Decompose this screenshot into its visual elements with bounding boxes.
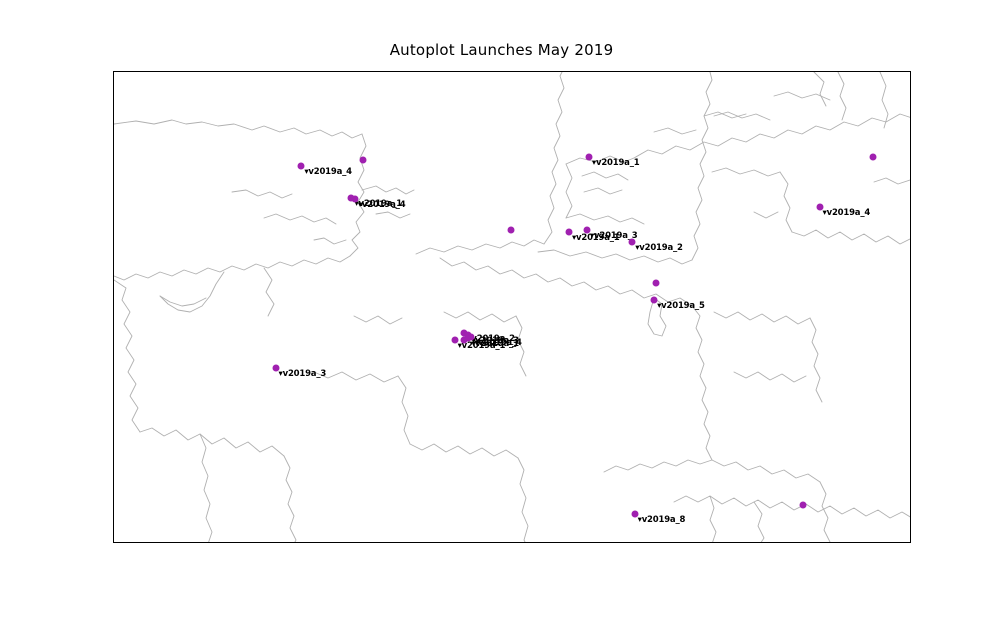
y-tick-52 — [113, 172, 114, 173]
scatter-point[interactable] — [565, 228, 573, 236]
plot-axes: 54 52 50 48 46 -4 -2 0 2 4 6 8 10 — [113, 71, 911, 543]
y-tick-48 — [113, 372, 114, 373]
x-tick-m4 — [163, 542, 164, 543]
y-tick-minor-51 — [113, 222, 114, 223]
y-tick-minor-47 — [113, 422, 114, 423]
x-tick-4 — [551, 542, 552, 543]
x-tick-m2 — [260, 542, 261, 543]
scatter-point[interactable] — [460, 329, 468, 337]
x-tick-minor-7 — [696, 542, 697, 543]
scatter-point-label: ▾v2019a_4 — [474, 337, 522, 348]
scatter-point[interactable] — [464, 334, 472, 342]
chart-title: Autoplot Launches May 2019 — [389, 41, 614, 59]
scatter-point-label: ▾v2019a_1 — [591, 158, 640, 169]
scatter-point[interactable] — [297, 162, 305, 170]
scatter-point-label: ▾v2019a_4 — [357, 200, 406, 211]
scatter-point-label: ▾v2019a_4 — [822, 207, 871, 218]
scatter-point[interactable] — [460, 336, 468, 344]
scatter-point[interactable] — [816, 203, 824, 211]
scatter-point-label: ▾v2019a_3 — [471, 335, 519, 346]
scatter-point-label: ▾v2019a_5 — [657, 301, 705, 312]
scatter-point[interactable] — [507, 226, 515, 234]
scatter-point-label: ▾v2019a_2 — [467, 334, 515, 345]
scatter-point[interactable] — [799, 501, 807, 509]
scatter-point-label: ▾v2019a_1 — [457, 341, 506, 352]
x-tick-6 — [648, 542, 649, 543]
scatter-point[interactable] — [628, 238, 636, 246]
x-tick-0 — [357, 542, 358, 543]
y-tick-54 — [113, 72, 114, 73]
y-tick-46 — [113, 472, 114, 473]
x-tick-minor-3 — [502, 542, 503, 543]
x-tick-minor-1 — [405, 542, 406, 543]
x-tick-minor-m3 — [211, 542, 212, 543]
scatter-point[interactable] — [583, 226, 591, 234]
x-tick-minor-m5 — [114, 542, 115, 543]
scatter-point[interactable] — [451, 336, 459, 344]
basemap-coastlines — [114, 72, 910, 542]
x-tick-2 — [454, 542, 455, 543]
y-tick-minor-49 — [113, 322, 114, 323]
x-tick-8 — [745, 542, 746, 543]
x-tick-minor-11 — [891, 542, 892, 543]
scatter-point[interactable] — [652, 279, 660, 287]
y-tick-50 — [113, 272, 114, 273]
scatter-point-label: ▾v2019a_4 — [304, 166, 352, 177]
scatter-point-label: ▾v2019a_1 — [471, 339, 519, 350]
scatter-point[interactable] — [585, 153, 593, 161]
scatter-point[interactable] — [351, 195, 359, 203]
scatter-point-label: ▾v2019a_1 — [571, 232, 620, 243]
x-tick-minor-9 — [794, 542, 795, 543]
scatter-point-label: ▾v2019a_8 — [637, 514, 686, 525]
x-tick-10 — [842, 542, 843, 543]
scatter-point-label: ▾v2019a_3 — [589, 231, 638, 242]
y-tick-minor-53 — [113, 122, 114, 123]
scatter-point[interactable] — [650, 296, 658, 304]
x-tick-minor-5 — [599, 542, 600, 543]
scatter-point-label: ▾v2019a_3 — [278, 369, 327, 380]
scatter-point-label: ▾v2019a_2 — [635, 242, 683, 253]
scatter-point[interactable] — [359, 156, 367, 164]
scatter-point-label: ▾v2019a_1 — [354, 198, 403, 209]
x-tick-minor-m1 — [308, 542, 309, 543]
scatter-point[interactable] — [631, 510, 639, 518]
y-tick-minor-45 — [113, 522, 114, 523]
scatter-point[interactable] — [869, 153, 877, 161]
scatter-point[interactable] — [272, 364, 280, 372]
